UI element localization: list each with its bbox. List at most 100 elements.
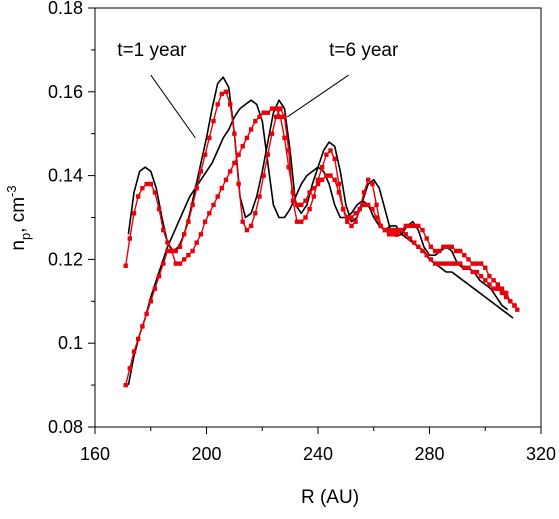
data-point-marker [445, 244, 450, 249]
data-point-marker [474, 269, 480, 275]
data-point-marker [253, 118, 258, 124]
data-point-marker [194, 186, 199, 191]
data-point-marker [403, 223, 408, 229]
data-point-marker [353, 219, 358, 224]
data-point-marker [190, 202, 195, 208]
data-point-marker [165, 240, 170, 245]
data-point-marker [357, 206, 362, 212]
data-point-marker [378, 223, 383, 229]
data-point-marker [449, 261, 454, 266]
data-point-marker [324, 173, 329, 178]
y-tick-label: 0.18 [48, 0, 83, 18]
data-point-marker [504, 294, 509, 300]
data-point-marker [253, 211, 258, 216]
data-point-marker [152, 190, 158, 195]
data-point-marker [240, 219, 245, 224]
data-point-marker [282, 114, 287, 120]
data-point-marker [458, 248, 463, 254]
data-point-marker [265, 110, 270, 115]
data-point-marker [219, 186, 224, 191]
data-point-marker [374, 215, 379, 220]
annotation-label: t=1 year [117, 40, 187, 61]
data-point-marker [374, 202, 379, 208]
data-point-marker [424, 253, 429, 258]
data-point-marker [257, 194, 262, 199]
data-point-marker [127, 236, 132, 241]
data-point-marker [136, 194, 141, 199]
y-tick-label: 0.12 [48, 249, 83, 269]
data-point-marker [366, 177, 371, 182]
data-point-marker [290, 198, 296, 203]
data-point-marker [428, 257, 434, 262]
data-point-marker [453, 261, 459, 266]
data-point-marker [261, 173, 266, 178]
x-tick-label: 160 [80, 444, 110, 464]
data-point-marker [182, 232, 187, 237]
data-point-marker [441, 244, 446, 249]
data-point-marker [144, 181, 149, 187]
x-tick-label: 240 [303, 444, 333, 464]
data-point-marker [286, 148, 291, 153]
data-point-marker [269, 131, 275, 136]
data-point-marker [328, 173, 333, 178]
data-point-marker [474, 261, 480, 266]
data-point-marker [370, 206, 375, 212]
data-point-marker [207, 135, 212, 141]
data-point-marker [424, 236, 429, 241]
data-point-marker [345, 219, 350, 224]
data-point-marker [349, 215, 354, 220]
data-point-marker [466, 257, 471, 262]
data-point-marker [156, 274, 162, 279]
y-axis-title: np, cm-3 [4, 185, 33, 250]
data-point-marker [466, 265, 471, 270]
data-point-marker [240, 144, 245, 149]
data-point-marker [307, 190, 312, 195]
data-point-marker [311, 194, 316, 199]
y-tick-label: 0.16 [48, 82, 83, 102]
data-point-marker [391, 227, 396, 233]
y-tick-label: 0.14 [48, 166, 83, 186]
data-point-marker [458, 261, 463, 266]
data-point-marker [186, 219, 191, 224]
data-point-marker [478, 261, 484, 266]
data-point-marker [148, 299, 153, 304]
data-point-marker [487, 282, 492, 287]
data-point-marker [148, 181, 153, 187]
data-point-marker [470, 269, 475, 275]
data-point-marker [236, 181, 241, 187]
data-point-marker [215, 102, 220, 107]
data-point-marker [445, 261, 450, 266]
data-point-marker [223, 89, 229, 94]
data-point-marker [349, 223, 354, 229]
data-point-marker [449, 244, 454, 249]
data-point-marker [173, 248, 178, 254]
annotation-layer: t=1 year t=6 year [117, 40, 399, 139]
data-point-marker [395, 232, 400, 237]
x-tick-label: 320 [526, 444, 556, 464]
data-point-marker [152, 286, 158, 291]
y-tick-label: 0.1 [58, 333, 83, 353]
data-point-marker [412, 223, 417, 229]
data-point-marker [156, 206, 162, 212]
data-point-marker [161, 227, 166, 233]
data-point-marker [161, 261, 166, 266]
data-point-marker [515, 307, 520, 312]
data-point-marker [453, 248, 459, 254]
data-point-marker [248, 223, 254, 229]
data-point-marker [420, 248, 425, 254]
data-point-marker [223, 177, 229, 182]
data-point-marker [345, 215, 350, 220]
data-point-marker [512, 303, 517, 308]
data-point-marker [290, 190, 296, 195]
data-point-marker [136, 336, 141, 342]
x-axis-title: R (AU) [301, 487, 359, 508]
data-point-marker [198, 232, 204, 237]
data-point-marker [265, 152, 270, 157]
data-point-marker [123, 263, 128, 268]
data-point-marker [487, 274, 492, 279]
data-point-marker [144, 311, 149, 317]
data-point-marker [211, 118, 216, 124]
data-point-marker [495, 282, 500, 287]
data-point-marker [215, 194, 220, 199]
